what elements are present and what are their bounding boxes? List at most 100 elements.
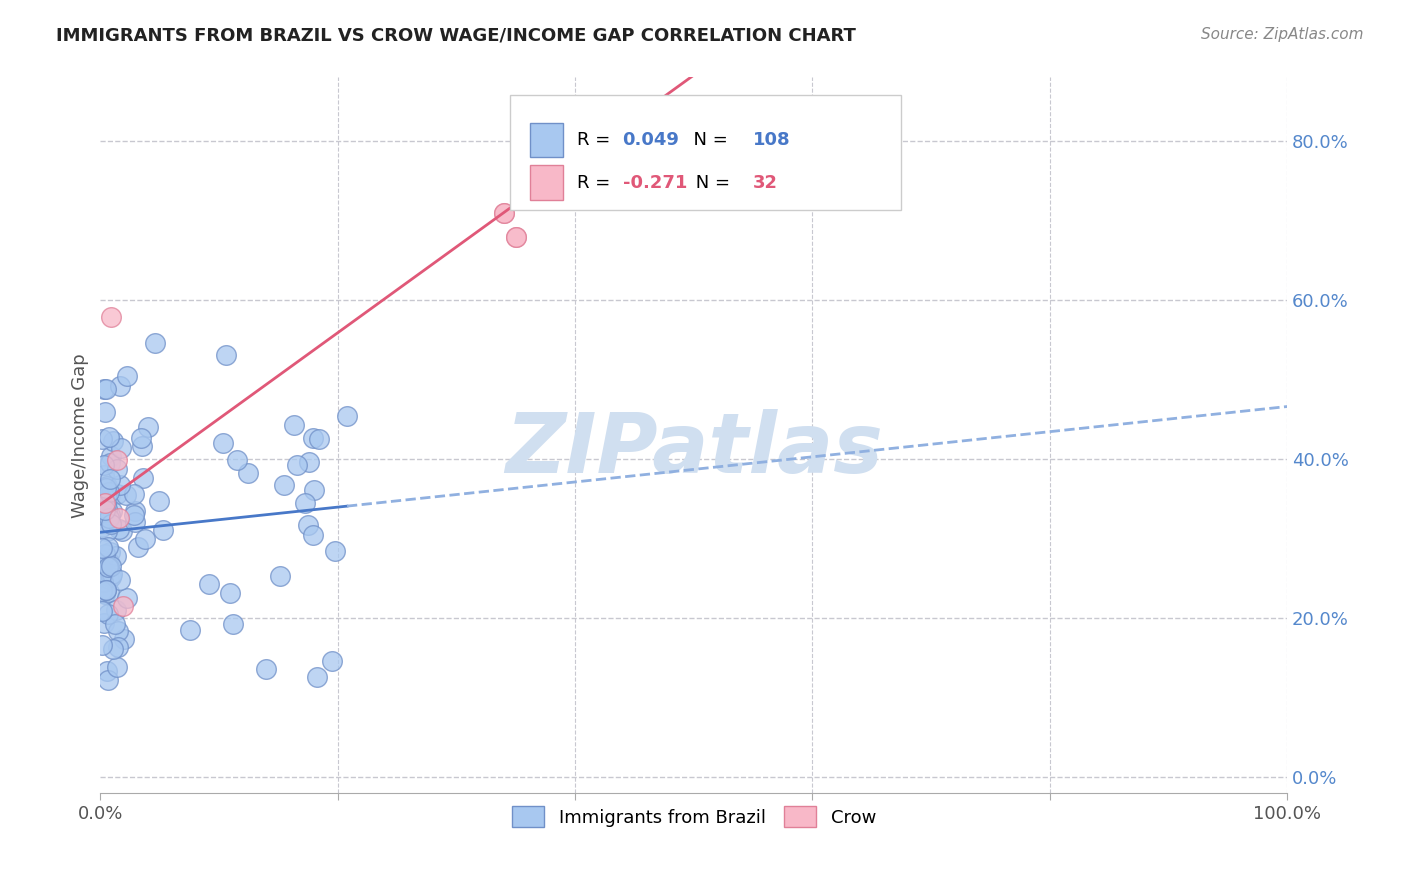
Text: N =: N = [690,174,735,192]
Point [302,483,325,498]
Point [104,603,127,617]
Point [305,670,328,684]
Point [97,555,120,569]
Point [93,616,115,631]
Point [100,516,122,531]
Point [105,486,128,500]
Point [302,528,325,542]
Point [98,456,121,470]
Point [136,420,159,434]
Point [90,519,112,533]
Point [108,378,131,392]
Point [112,632,135,646]
Point [107,624,129,638]
Point [98,545,121,559]
Point [93,467,115,482]
Point [103,434,125,448]
Point [294,496,316,510]
Point [112,599,135,614]
Point [505,229,527,244]
Point [96,582,118,597]
Point [90,495,112,509]
Point [211,436,233,450]
Point [90,564,112,578]
Point [110,441,132,455]
Point [505,229,527,244]
Point [94,587,117,601]
Point [91,552,114,566]
Point [96,480,118,494]
Point [269,568,291,582]
Point [91,638,114,652]
Point [104,616,127,631]
Point [308,433,330,447]
Point [98,472,121,486]
Point [96,664,118,678]
Point [226,453,249,467]
Point [111,524,134,538]
Point [127,540,149,554]
Point [134,532,156,546]
Point [94,503,117,517]
Point [132,471,155,485]
Point [492,205,515,219]
Text: -0.271: -0.271 [623,174,688,192]
Point [100,310,122,325]
Point [94,496,117,510]
Point [90,556,112,570]
Point [122,487,145,501]
Point [91,574,114,589]
Point [108,478,131,492]
FancyBboxPatch shape [510,95,901,210]
Point [90,584,112,599]
Point [285,458,308,472]
Point [96,501,118,516]
Point [323,544,346,558]
Point [107,511,129,525]
Point [98,485,121,500]
Point [105,462,128,476]
Point [97,560,120,574]
Text: IMMIGRANTS FROM BRAZIL VS CROW WAGE/INCOME GAP CORRELATION CHART: IMMIGRANTS FROM BRAZIL VS CROW WAGE/INCO… [56,27,856,45]
Point [97,559,120,574]
Point [97,540,120,554]
Point [100,503,122,517]
Text: ZIPatlas: ZIPatlas [505,409,883,491]
Point [214,348,236,362]
Legend: Immigrants from Brazil, Crow: Immigrants from Brazil, Crow [505,799,883,834]
Point [122,508,145,522]
Point [94,583,117,598]
Text: R =: R = [578,131,616,149]
Y-axis label: Wage/Income Gap: Wage/Income Gap [72,353,89,517]
Point [96,524,118,539]
Point [97,673,120,688]
Point [219,586,242,600]
Point [108,573,131,587]
Point [98,585,121,599]
Point [96,479,118,493]
Point [90,432,112,446]
Point [198,577,221,591]
Point [97,572,120,586]
Text: R =: R = [578,174,616,192]
Point [94,405,117,419]
Point [107,522,129,536]
Point [179,623,201,637]
Text: Source: ZipAtlas.com: Source: ZipAtlas.com [1201,27,1364,42]
Point [152,523,174,537]
Text: N =: N = [682,131,734,149]
Text: 0.049: 0.049 [623,131,679,149]
Point [273,478,295,492]
Point [98,508,121,522]
Point [297,518,319,533]
FancyBboxPatch shape [530,122,564,157]
Point [97,607,120,622]
FancyBboxPatch shape [530,166,564,200]
Point [100,569,122,583]
Point [94,382,117,396]
Point [336,409,359,423]
Point [101,641,124,656]
Point [298,455,321,469]
Point [115,591,138,605]
Point [101,567,124,582]
